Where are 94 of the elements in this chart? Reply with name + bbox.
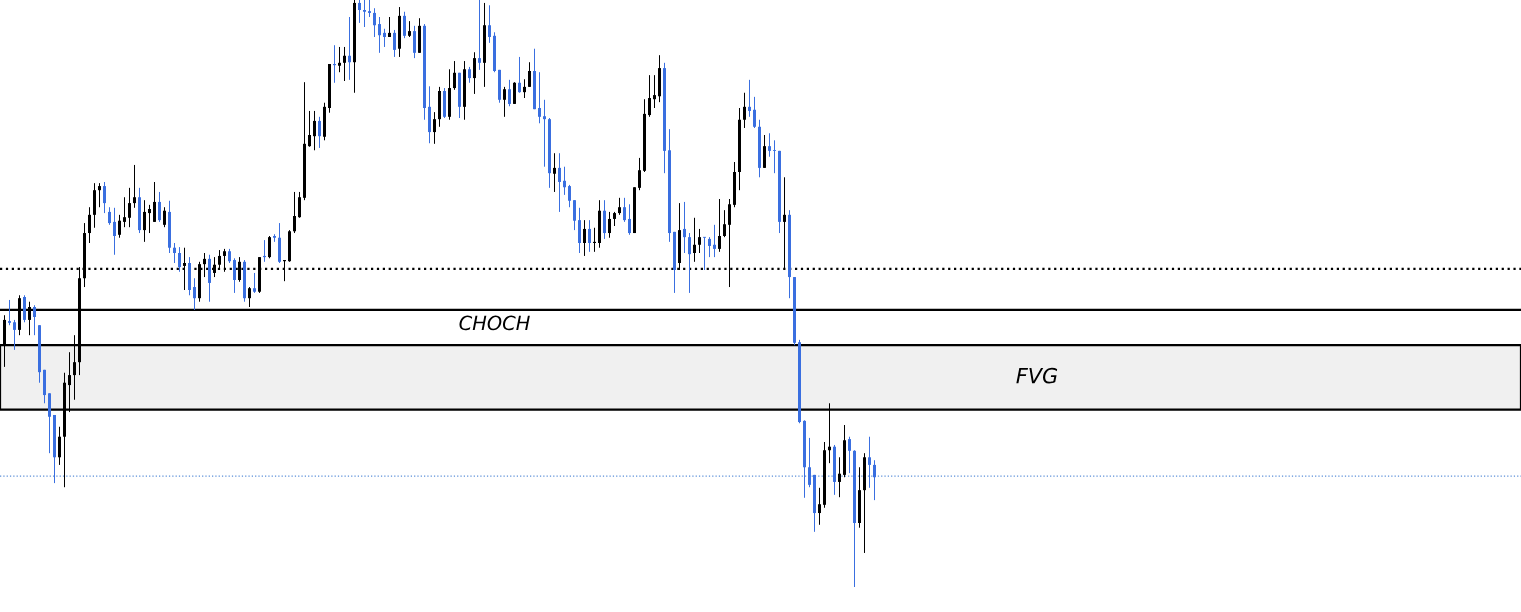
candlestick xyxy=(98,182,101,208)
candlestick xyxy=(363,0,366,28)
candlestick xyxy=(158,191,161,223)
candlestick xyxy=(623,197,626,223)
candlestick xyxy=(553,152,556,193)
band-label: FVG xyxy=(1016,367,1058,384)
candlestick xyxy=(338,46,341,73)
candlestick xyxy=(373,7,376,38)
candlestick xyxy=(403,11,406,39)
candlestick xyxy=(478,0,481,71)
candlestick xyxy=(873,459,876,501)
candlestick xyxy=(413,25,416,59)
candlestick xyxy=(638,157,641,191)
candlestick xyxy=(293,191,296,234)
candlestick xyxy=(358,0,361,24)
candlestick xyxy=(568,184,571,208)
candlestick xyxy=(378,16,381,54)
candlestick xyxy=(173,242,176,264)
candlestick xyxy=(268,235,271,259)
ref-line-label: CHOCH xyxy=(459,315,530,331)
candlestick xyxy=(653,74,656,109)
candlestick xyxy=(393,29,396,58)
candlestick xyxy=(718,198,721,253)
candlestick xyxy=(128,187,131,228)
candlestick xyxy=(543,99,546,168)
candlestick xyxy=(503,86,506,118)
candlestick xyxy=(748,79,751,118)
candlestick xyxy=(453,60,456,91)
candlestick xyxy=(698,228,701,254)
candlestick xyxy=(153,181,156,223)
candlestick xyxy=(88,206,91,244)
candlestick xyxy=(523,78,526,99)
candlestick xyxy=(23,294,26,323)
candlestick xyxy=(388,16,391,38)
candlestick xyxy=(508,79,511,107)
candlestick xyxy=(808,437,811,488)
candlestick xyxy=(608,211,611,239)
candlestick xyxy=(513,81,516,105)
candlestick xyxy=(133,164,136,209)
candlestick xyxy=(868,436,871,489)
candlestick xyxy=(573,199,576,231)
candlestick xyxy=(313,110,316,151)
candlestick xyxy=(688,232,691,294)
candlestick xyxy=(538,71,541,124)
candlestick xyxy=(383,28,386,48)
candlestick xyxy=(578,207,581,254)
candlestick xyxy=(603,199,606,240)
candlestick xyxy=(563,166,566,196)
candlestick xyxy=(103,181,106,214)
candlestick xyxy=(348,16,351,81)
candlestick xyxy=(118,214,121,239)
candlestick xyxy=(488,4,491,44)
candlestick xyxy=(8,299,11,326)
candlestick xyxy=(48,392,51,454)
candlestick xyxy=(773,139,776,174)
candlestick xyxy=(703,236,706,271)
candlestick xyxy=(178,246,181,273)
candlestick xyxy=(233,257,236,294)
candlestick xyxy=(743,92,746,129)
candlestick xyxy=(58,426,61,466)
candlestick xyxy=(713,224,716,258)
candlestick xyxy=(433,111,436,145)
candlestick xyxy=(768,132,771,158)
candlestick xyxy=(308,110,311,148)
candlestick xyxy=(193,277,196,311)
candlestick xyxy=(628,203,631,236)
candlestick xyxy=(558,152,561,213)
candlestick xyxy=(123,196,126,228)
candlestick xyxy=(528,61,531,88)
candlestick xyxy=(763,134,766,169)
candlestick xyxy=(818,487,821,526)
candlestick xyxy=(693,217,696,263)
candlestick xyxy=(33,304,36,336)
candlestick xyxy=(848,436,851,474)
candlestick xyxy=(318,116,321,149)
candlestick xyxy=(583,219,586,257)
candlestick xyxy=(248,286,251,308)
candlestick xyxy=(723,209,726,238)
candlestick xyxy=(708,236,711,258)
candlestick xyxy=(143,199,146,243)
candlestick xyxy=(588,219,591,253)
candlestick xyxy=(753,96,756,129)
candlestick xyxy=(648,74,651,118)
candlestick xyxy=(343,46,346,82)
candlestick xyxy=(683,201,686,254)
candlestick xyxy=(13,319,16,351)
candlestick xyxy=(473,51,476,95)
candlestick xyxy=(518,56,521,94)
candlestick xyxy=(298,191,301,219)
candlestick xyxy=(838,456,841,498)
candlestick xyxy=(163,206,166,228)
candlestick xyxy=(253,272,256,294)
candlestick xyxy=(113,207,116,256)
candlestick xyxy=(148,204,151,234)
